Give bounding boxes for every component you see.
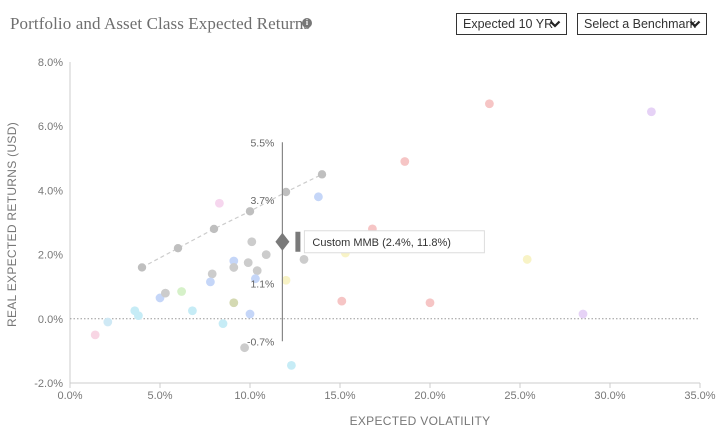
scatter-point — [207, 269, 217, 279]
y-axis-label: REAL EXPECTED RETURNS (USD) — [5, 122, 19, 327]
frontier-line — [141, 173, 323, 268]
scatter-point — [647, 107, 656, 117]
scatter-point — [252, 266, 262, 276]
scatter-point — [90, 330, 100, 340]
scatter-point — [299, 255, 309, 264]
y-tick-label: 0.0% — [38, 314, 63, 326]
scatter-point — [261, 250, 271, 259]
tooltip-box — [303, 230, 485, 254]
scatter-point — [240, 343, 250, 353]
scatter-point — [485, 99, 494, 109]
scatter-point — [287, 360, 296, 370]
x-tick-label: 15.0% — [324, 390, 355, 402]
y-tick-label: 6.0% — [38, 121, 63, 133]
range-low-label: -0.7% — [247, 336, 274, 348]
portfolio-diamond-marker — [275, 232, 290, 251]
scatter-point — [243, 258, 253, 268]
scatter-point — [400, 157, 410, 166]
chevron-down-icon — [549, 20, 561, 28]
benchmark-dropdown[interactable]: Select a Benchmark — [577, 13, 707, 35]
scatter-point — [229, 263, 239, 272]
frontier-point — [209, 224, 219, 234]
scatter-point — [337, 296, 347, 306]
horizon-dropdown[interactable]: Expected 10 YR — [456, 13, 567, 35]
scatter-point — [218, 319, 228, 329]
x-tick-label: 0.0% — [57, 390, 82, 402]
scatter-point — [161, 288, 170, 298]
y-tick-label: 4.0% — [38, 185, 63, 197]
scatter-point — [314, 192, 323, 202]
frontier-point — [245, 207, 255, 216]
scatter-point — [247, 237, 257, 247]
horizon-dropdown-label: Expected 10 YR — [463, 17, 554, 31]
scatter-point — [206, 277, 215, 287]
scatter-point — [188, 306, 197, 316]
chevron-down-icon — [689, 20, 701, 28]
y-tick-label: 8.0% — [38, 57, 63, 69]
x-tick-label: 25.0% — [504, 390, 535, 402]
x-tick-label: 10.0% — [234, 390, 265, 402]
frontier-point — [137, 263, 147, 272]
scatter-point — [229, 256, 239, 266]
scatter-point — [425, 298, 435, 308]
frontier-point — [317, 170, 327, 179]
scatter-point — [578, 309, 588, 319]
scatter-point — [103, 317, 113, 327]
y-tick-label: -2.0% — [34, 378, 63, 390]
scatter-point — [522, 255, 532, 264]
frontier-point — [173, 243, 183, 253]
tooltip-pointer-bar — [295, 231, 301, 252]
x-tick-label: 5.0% — [147, 390, 172, 402]
frontier-point — [281, 187, 291, 197]
range-high-label: 5.5% — [250, 137, 274, 149]
scatter-point — [245, 309, 255, 319]
scatter-point — [251, 274, 260, 284]
scatter-point — [229, 298, 239, 308]
x-tick-label: 35.0% — [684, 390, 715, 402]
scatter-point — [281, 275, 291, 285]
scatter-point — [134, 311, 143, 320]
range-lower-label: 1.1% — [250, 278, 274, 290]
info-icon[interactable]: i — [302, 18, 312, 28]
range-upper-label: 3.7% — [250, 195, 274, 207]
x-tick-label: 20.0% — [414, 390, 445, 402]
page-title: Portfolio and Asset Class Expected Retur… — [10, 14, 311, 33]
x-tick-label: 30.0% — [594, 390, 625, 402]
benchmark-dropdown-label: Select a Benchmark — [584, 17, 696, 31]
scatter-point — [177, 287, 187, 296]
y-tick-label: 2.0% — [38, 250, 63, 262]
x-axis-label: EXPECTED VOLATILITY — [350, 414, 491, 428]
scatter-point — [215, 198, 224, 208]
tooltip-label: Custom MMB (2.4%, 11.8%) — [312, 237, 451, 249]
